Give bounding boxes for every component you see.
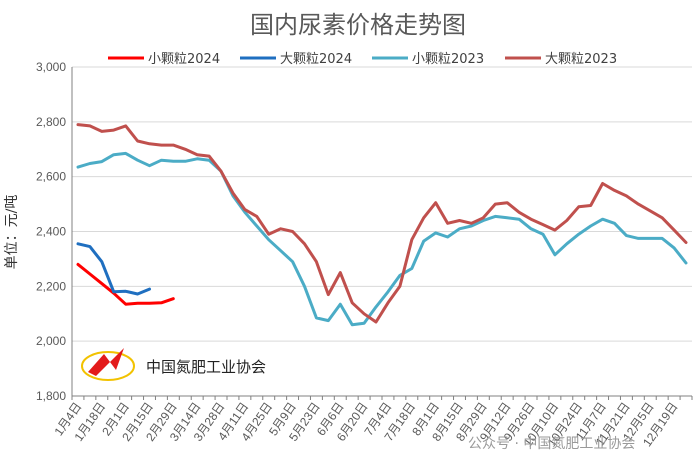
y-tick-label: 2,200 (36, 279, 66, 293)
legend: 小颗粒2024 大颗粒2024 小颗粒2023 大颗粒2023 (108, 52, 617, 67)
y-tick-label: 2,600 (36, 170, 66, 184)
y-tick-label: 3,000 (36, 60, 66, 74)
org-logo (81, 348, 135, 381)
series-line (76, 123, 688, 324)
logo-flame-icon (88, 348, 124, 376)
y-axis-label: 单位：元/吨 (4, 195, 20, 270)
y-tick-label: 1,800 (36, 389, 66, 403)
y-tick-label: 2,800 (36, 115, 66, 129)
watermark-text: 公众号 · 中国氮肥工业协会 (468, 436, 635, 452)
legend-label: 小颗粒2024 (148, 52, 220, 67)
organization-name: 中国氮肥工业协会 (146, 358, 266, 376)
series-line (76, 242, 151, 296)
series-lines (76, 123, 688, 327)
series-line (76, 262, 175, 306)
series-line (76, 151, 688, 327)
chart-title: 国内尿素价格走势图 (250, 11, 466, 39)
y-tick-label: 2,400 (36, 225, 66, 239)
y-tick-label: 2,000 (36, 334, 66, 348)
axes (71, 67, 693, 400)
grid (72, 66, 692, 342)
legend-label: 大颗粒2023 (545, 52, 617, 67)
logo-ring-icon (81, 351, 135, 381)
y-tick-labels: 1,800 2,000 2,200 2,400 2,600 2,800 3,000 (36, 60, 66, 403)
legend-label: 小颗粒2023 (412, 52, 484, 67)
legend-label: 大颗粒2024 (280, 52, 352, 67)
